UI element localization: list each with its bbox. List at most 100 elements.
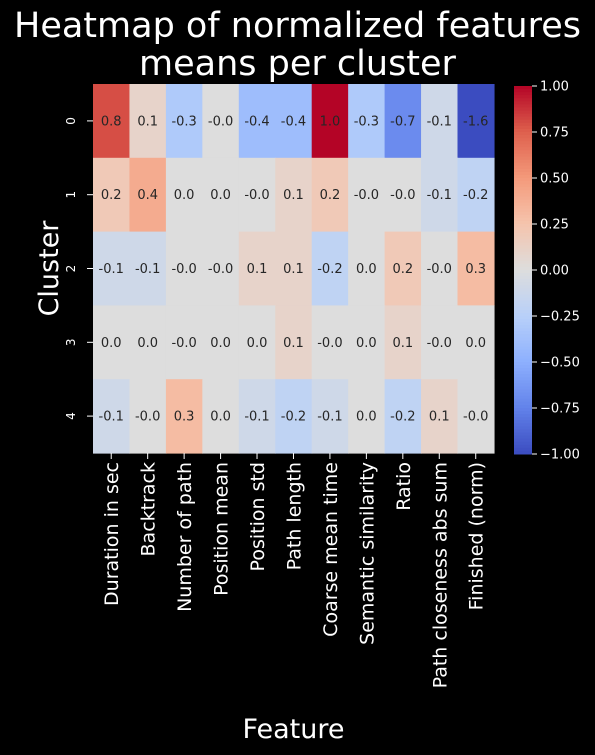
heatmap-cell — [165, 157, 203, 233]
colorbar-segment — [514, 205, 532, 210]
colorbar-tick-label: −0.75 — [540, 402, 580, 417]
x-tick-label: Coarse mean time — [320, 462, 342, 637]
heatmap-cell — [202, 379, 240, 454]
colorbar-segment — [514, 141, 532, 145]
colorbar-segment — [514, 113, 532, 118]
cell-annotation: -0.0 — [390, 188, 415, 203]
cell-annotation: -0.1 — [99, 262, 124, 277]
x-tick-label: Semantic similarity — [356, 462, 378, 645]
colorbar-segment — [514, 266, 532, 271]
colorbar-segment — [514, 374, 532, 378]
colorbar-segment — [514, 162, 532, 167]
cell-annotation: -0.0 — [171, 262, 196, 277]
colorbar-segment — [514, 89, 532, 93]
colorbar-segment — [514, 319, 532, 323]
colorbar-segment — [514, 202, 532, 207]
cell-annotation: 0.1 — [429, 410, 450, 425]
colorbar-segment — [514, 408, 532, 412]
colorbar-segment — [514, 199, 532, 204]
colorbar-tick-label: 0.50 — [540, 172, 569, 187]
cell-annotation: 0.4 — [137, 188, 158, 203]
colorbar-segment — [514, 224, 532, 228]
heatmap-cell — [384, 157, 422, 233]
heatmap-cell — [238, 157, 276, 233]
colorbar-segment — [514, 423, 532, 427]
colorbar-segment — [514, 429, 532, 434]
colorbar-tick-label: 1.00 — [540, 80, 569, 95]
colorbar-tick-label: 0.75 — [540, 126, 569, 141]
cell-annotation: -0.0 — [171, 336, 196, 351]
colorbar-segment — [514, 245, 532, 250]
colorbar-segment — [514, 239, 532, 243]
cell-annotation: -0.2 — [281, 410, 306, 425]
colorbar-segment — [514, 386, 532, 391]
heatmap-cell — [421, 157, 459, 233]
colorbar-segment — [514, 411, 532, 415]
colorbar-segment — [514, 389, 532, 394]
cell-annotation: -0.3 — [171, 114, 196, 129]
cell-annotation: -0.0 — [135, 410, 160, 425]
cell-annotation: -0.4 — [281, 114, 306, 129]
colorbar-segment — [514, 187, 532, 191]
colorbar-segment — [514, 208, 532, 213]
colorbar-tick-label: 0.25 — [540, 218, 569, 233]
heatmap-cell — [202, 157, 240, 233]
colorbar-segment — [514, 263, 532, 268]
heatmap-cell — [129, 157, 167, 233]
colorbar-segment — [514, 119, 532, 124]
colorbar-segment — [514, 279, 532, 283]
cell-annotation: 0.2 — [392, 262, 413, 277]
colorbar-segment — [514, 174, 532, 179]
y-tick-label: 1 — [64, 191, 78, 199]
colorbar-segment — [514, 438, 532, 443]
colorbar-segment — [514, 153, 532, 158]
colorbar-segment — [514, 135, 532, 139]
heatmap-cell — [457, 157, 495, 233]
heatmap-cell — [275, 379, 313, 454]
colorbar-segment — [514, 227, 532, 231]
heatmap-cell — [93, 157, 131, 233]
colorbar-segment — [514, 147, 532, 151]
cell-annotation: 0.0 — [356, 336, 377, 351]
cell-annotation: -0.1 — [427, 114, 452, 129]
colorbar-segment — [514, 377, 532, 381]
cell-annotation: 0.0 — [210, 336, 231, 351]
colorbar-tick-label: −1.00 — [540, 448, 580, 463]
heatmap-cell — [238, 84, 276, 159]
colorbar-segment — [514, 125, 532, 130]
colorbar-segment — [514, 303, 532, 308]
colorbar-segment — [514, 426, 532, 430]
cell-annotation: -0.2 — [463, 188, 488, 203]
colorbar-segment — [514, 95, 532, 99]
colorbar-segment — [514, 104, 532, 108]
colorbar-segment — [514, 220, 532, 225]
heatmap-cell — [93, 84, 131, 159]
colorbar-segment — [514, 196, 532, 200]
colorbar-segment — [514, 328, 532, 332]
colorbar-segment — [514, 156, 532, 161]
cell-annotation: 0.0 — [465, 336, 486, 351]
colorbar-segment — [514, 325, 532, 329]
heatmap-cell — [129, 379, 167, 454]
colorbar-segment — [514, 254, 532, 259]
cell-annotation: -0.0 — [317, 336, 342, 351]
colorbar-segment — [514, 414, 532, 418]
cell-annotation: -0.1 — [427, 188, 452, 203]
cell-annotation: 0.1 — [283, 262, 304, 277]
cell-annotation: -0.0 — [427, 262, 452, 277]
colorbar-segment — [514, 98, 532, 102]
colorbar-segment — [514, 181, 532, 185]
cell-annotation: -0.0 — [208, 114, 233, 129]
colorbar-segment — [514, 122, 532, 127]
colorbar-tick-label: −0.25 — [540, 310, 580, 325]
heatmap-cell — [348, 379, 386, 454]
heatmap-cell — [384, 379, 422, 454]
colorbar-segment — [514, 444, 532, 449]
heatmap-cell — [238, 231, 276, 306]
heatmap-cell — [165, 84, 203, 159]
cell-annotation: 0.0 — [247, 336, 268, 351]
cell-annotation: -0.0 — [463, 410, 488, 425]
colorbar-segment — [514, 380, 532, 384]
heatmap-cell — [165, 379, 203, 454]
y-axis-label: Cluster — [34, 220, 65, 317]
